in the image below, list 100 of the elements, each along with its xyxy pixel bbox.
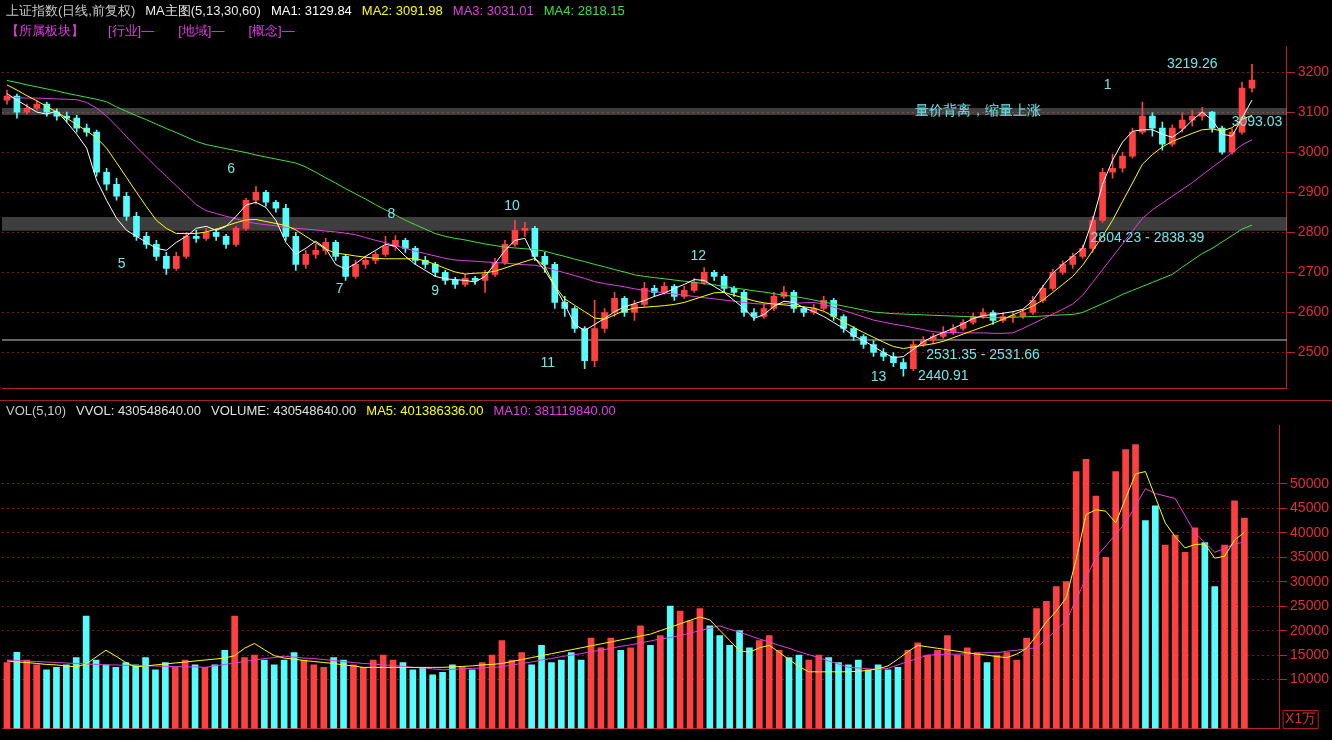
text: MA3: 3031.01 (452, 3, 534, 18)
bar (1151, 505, 1159, 729)
bar (1013, 659, 1021, 729)
bar (815, 654, 823, 729)
bar (1181, 551, 1189, 729)
annotation: 12 (690, 246, 707, 263)
y-tick-label: 2700 (1297, 263, 1330, 280)
y-tick-label: 2600 (1297, 303, 1330, 320)
bar (1102, 556, 1110, 729)
annotation: 3219.26 (1166, 55, 1218, 72)
y-tick-label: 25000 (1290, 597, 1330, 614)
bar (330, 657, 337, 729)
bar (1241, 517, 1248, 729)
bar (528, 664, 535, 729)
bar (746, 647, 753, 729)
chart-title: VOL(5,10) (6, 403, 66, 418)
bar (429, 674, 436, 729)
candlestick (521, 221, 529, 237)
bar (617, 649, 625, 729)
bar (1221, 544, 1228, 729)
y-tick-label: 3200 (1297, 62, 1330, 79)
bar (736, 630, 743, 729)
bar (468, 669, 476, 729)
y-tick-label: 3000 (1297, 143, 1330, 160)
bar (369, 659, 377, 729)
y-tick-label: 50000 (1290, 474, 1330, 491)
bar (23, 659, 31, 729)
bar (3, 662, 11, 729)
bar (657, 635, 664, 729)
bar (449, 664, 456, 729)
bar (320, 667, 328, 729)
bar (934, 649, 941, 729)
bar (914, 642, 922, 729)
bar (963, 647, 971, 729)
bar (1043, 600, 1050, 729)
bar (647, 645, 654, 729)
text: MA5: 401386336.00 (366, 403, 484, 418)
bar (241, 657, 248, 729)
bar (1062, 581, 1070, 729)
bar (122, 662, 130, 729)
bar (944, 635, 951, 729)
bar (270, 664, 278, 729)
bar (1033, 608, 1040, 729)
annotation: 7 (335, 280, 344, 297)
chart-subtitle: MA主图(5,13,30,60) (145, 3, 261, 18)
text: 【所属板块】 (6, 23, 84, 38)
annotation: 10 (504, 197, 520, 214)
bar (1052, 586, 1060, 729)
bar (1132, 444, 1139, 729)
y-tick-label: 3100 (1297, 102, 1330, 119)
y-tick-label: 35000 (1290, 548, 1330, 565)
bar (855, 659, 862, 729)
annotation: 量价背离，缩量上涨 (915, 101, 1042, 118)
bar (1112, 471, 1120, 729)
bar (162, 662, 169, 729)
bar (1161, 544, 1169, 729)
bar (63, 664, 70, 729)
bar (261, 659, 268, 729)
bar (459, 667, 466, 729)
bar (1211, 586, 1219, 729)
y-tick-label: 40000 (1290, 523, 1330, 540)
bar (637, 625, 644, 729)
bar (756, 640, 763, 729)
bar (548, 662, 555, 729)
bar (924, 654, 931, 729)
bar (558, 659, 565, 729)
y-tick-label: 30000 (1290, 572, 1330, 589)
text: MA10: 381119840.00 (493, 403, 616, 418)
annotation: 13 (870, 368, 887, 385)
bar (954, 654, 961, 729)
bar (835, 662, 842, 729)
bar (171, 667, 179, 729)
annotation: 1 (1103, 75, 1112, 92)
chart-title: 上证指数(日线,前复权) (6, 3, 136, 18)
bar (350, 664, 357, 729)
bar (666, 605, 674, 729)
bar (1023, 637, 1030, 729)
annotation: 9 (431, 282, 440, 299)
annotation: 6 (227, 159, 236, 176)
bar (825, 657, 832, 729)
bar (567, 652, 575, 729)
annotation: 2531.35 - 2531.66 (926, 345, 1041, 362)
text: MA4: 2818.15 (543, 3, 625, 18)
bar (1142, 520, 1149, 729)
bar (53, 667, 60, 729)
bar (716, 635, 724, 729)
bar (518, 652, 526, 729)
bar (251, 654, 258, 729)
annotation: 2440.91 (917, 367, 969, 384)
annotation: 5 (117, 254, 126, 271)
bar (1231, 500, 1238, 729)
y-tick-label: 15000 (1290, 646, 1330, 663)
bar (142, 657, 149, 729)
y-tick-label: 2900 (1297, 183, 1330, 200)
text: [概念]— (248, 23, 295, 38)
bar (983, 662, 991, 729)
bar (43, 669, 50, 729)
bar (845, 664, 852, 729)
bar (72, 657, 80, 729)
bar (152, 669, 159, 729)
